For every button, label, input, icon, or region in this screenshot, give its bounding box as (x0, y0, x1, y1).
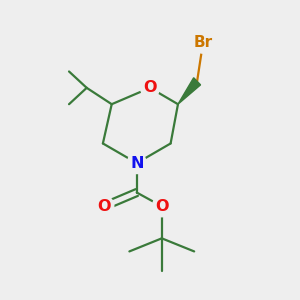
Text: O: O (98, 199, 111, 214)
Circle shape (141, 77, 159, 98)
Circle shape (194, 32, 212, 53)
Circle shape (95, 196, 114, 217)
Text: N: N (130, 156, 143, 171)
Text: Br: Br (194, 35, 213, 50)
Circle shape (127, 153, 146, 174)
Text: O: O (143, 80, 157, 95)
Polygon shape (178, 78, 201, 104)
Text: O: O (155, 199, 169, 214)
Circle shape (152, 196, 171, 217)
